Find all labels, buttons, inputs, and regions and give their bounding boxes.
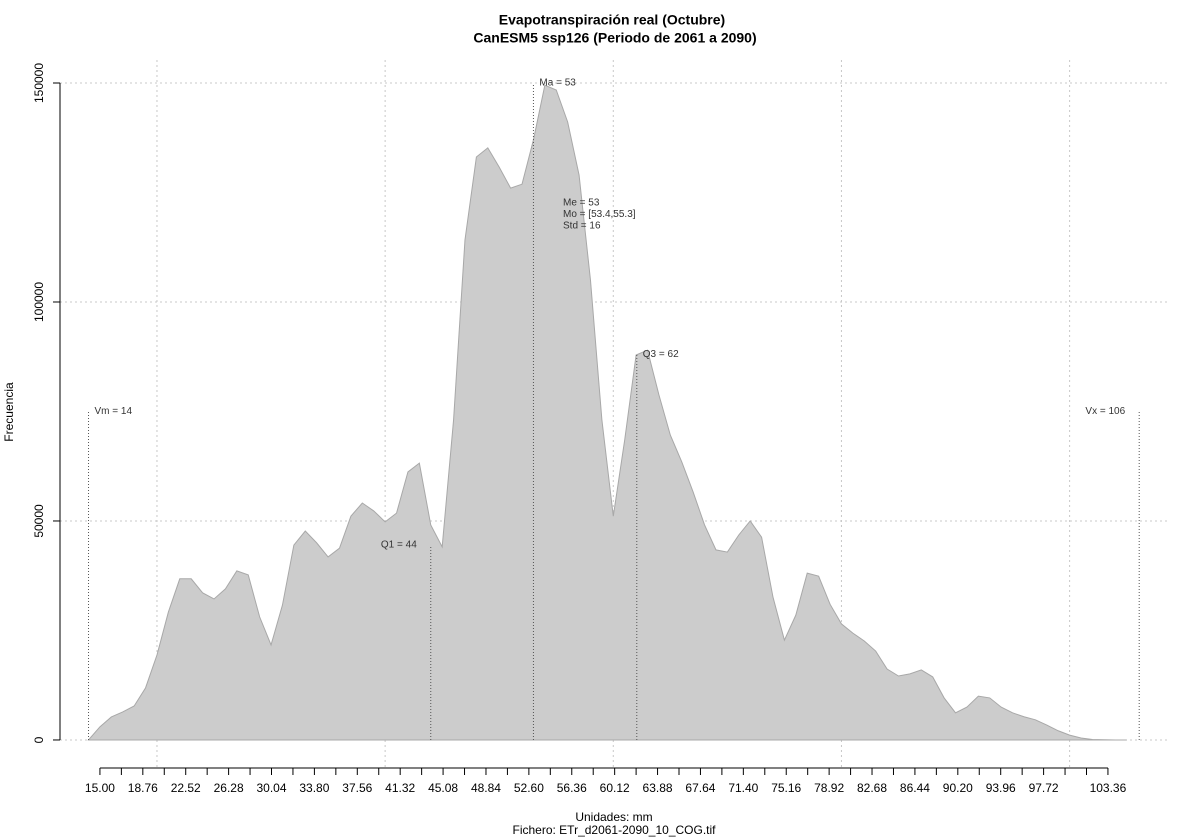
y-tick-label: 0 bbox=[32, 736, 46, 743]
x-tick-label: 45.08 bbox=[428, 781, 458, 795]
x-axis-label: Unidades: mm bbox=[575, 810, 652, 824]
caption: Fichero: ETr_d2061-2090_10_COG.tif bbox=[513, 823, 717, 837]
x-tick-label: 86.44 bbox=[900, 781, 930, 795]
annotation-label: Q3 = 62 bbox=[643, 349, 679, 360]
y-tick-label: 50000 bbox=[32, 504, 46, 538]
x-tick-label: 103.36 bbox=[1090, 781, 1127, 795]
stat-label: Mo = [53.4,55.3] bbox=[563, 209, 636, 220]
y-tick-label: 150000 bbox=[32, 63, 46, 103]
y-tick-label: 100000 bbox=[32, 282, 46, 322]
x-tick-label: 52.60 bbox=[514, 781, 544, 795]
x-tick-label: 26.28 bbox=[214, 781, 244, 795]
x-tick-label: 75.16 bbox=[771, 781, 801, 795]
x-tick-label: 33.80 bbox=[299, 781, 329, 795]
x-tick-label: 60.12 bbox=[600, 781, 630, 795]
x-tick-label: 78.92 bbox=[814, 781, 844, 795]
x-tick-label: 90.20 bbox=[943, 781, 973, 795]
x-tick-label: 18.76 bbox=[128, 781, 158, 795]
x-tick-label: 22.52 bbox=[171, 781, 201, 795]
stat-label: Me = 53 bbox=[563, 198, 600, 209]
x-tick-label: 97.72 bbox=[1029, 781, 1059, 795]
x-tick-label: 37.56 bbox=[342, 781, 372, 795]
x-tick-label: 82.68 bbox=[857, 781, 887, 795]
x-tick-label: 63.88 bbox=[643, 781, 673, 795]
annotation-label: Vm = 14 bbox=[95, 406, 133, 417]
chart-title: Evapotranspiración real (Octubre) bbox=[499, 12, 725, 28]
x-tick-label: 71.40 bbox=[728, 781, 758, 795]
stat-label: Std = 16 bbox=[563, 221, 601, 232]
annotation-label: Vx = 106 bbox=[1085, 406, 1125, 417]
area bbox=[87, 84, 1127, 741]
x-tick-label: 41.32 bbox=[385, 781, 415, 795]
x-tick-label: 93.96 bbox=[986, 781, 1016, 795]
x-tick-label: 15.00 bbox=[85, 781, 115, 795]
x-tick-label: 67.64 bbox=[685, 781, 715, 795]
x-tick-label: 48.84 bbox=[471, 781, 501, 795]
annotation-label: Q1 = 44 bbox=[381, 540, 417, 551]
annotation-label: Ma = 53 bbox=[539, 78, 576, 89]
y-axis-label: Frecuencia bbox=[2, 382, 16, 442]
x-tick-label: 30.04 bbox=[256, 781, 286, 795]
chart-subtitle: CanESM5 ssp126 (Periodo de 2061 a 2090) bbox=[473, 30, 756, 46]
x-tick-label: 56.36 bbox=[557, 781, 587, 795]
